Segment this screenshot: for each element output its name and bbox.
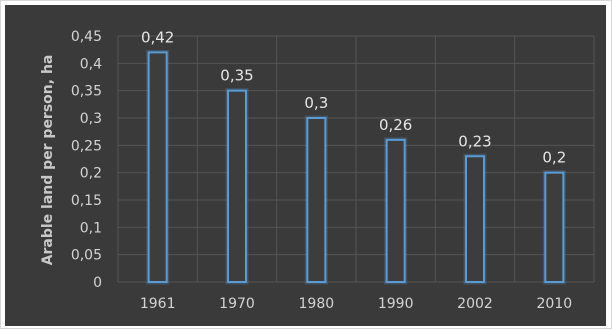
y-tick-label: 0,3: [80, 111, 102, 127]
y-tick-label: 0,15: [71, 193, 102, 209]
data-label: 0,26: [379, 116, 412, 134]
y-tick-label: 0,25: [71, 138, 102, 154]
y-tick-label: 0,35: [71, 84, 102, 100]
x-tick-label: 1970: [219, 296, 255, 312]
data-label: 0,3: [304, 94, 328, 112]
x-tick-label: 1961: [140, 296, 176, 312]
y-axis-ticks: 0 0,05 0,1 0,15 0,2 0,25 0,3 0,35 0,4 0,45: [71, 29, 102, 291]
data-label: 0,42: [141, 28, 174, 46]
bar: [147, 51, 168, 284]
y-tick-label: 0: [93, 275, 102, 291]
grid-lines: [117, 35, 595, 283]
bars: [146, 49, 566, 285]
x-tick-label: 2002: [457, 296, 493, 312]
bar: [227, 89, 247, 283]
x-axis-ticks: 1961 1970 1980 1990 2002 2010: [140, 296, 572, 312]
x-tick-label: 1990: [378, 296, 414, 312]
data-label: 0,23: [458, 132, 491, 150]
y-tick-label: 0,45: [71, 29, 102, 45]
data-label: 0,2: [542, 149, 566, 167]
chart-background: [5, 5, 606, 326]
bar: [385, 138, 406, 283]
bar: [544, 171, 565, 284]
data-label: 0,35: [220, 67, 253, 85]
x-tick-label: 2010: [537, 296, 573, 312]
y-axis-title: Arable land per person, ha: [40, 55, 56, 266]
y-tick-label: 0,05: [71, 248, 102, 264]
x-tick-label: 1980: [299, 296, 335, 312]
bar: [465, 155, 485, 283]
y-tick-label: 0,1: [80, 220, 102, 236]
bar: [306, 117, 327, 283]
y-tick-label: 0,2: [80, 166, 102, 182]
data-labels: 0,42 0,35 0,3 0,26 0,23 0,2: [141, 28, 566, 166]
y-tick-label: 0,4: [80, 56, 102, 72]
